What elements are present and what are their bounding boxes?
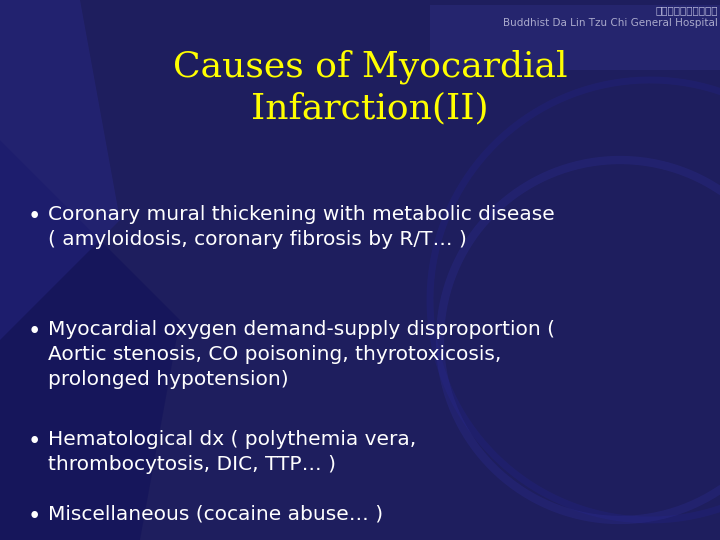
Polygon shape bbox=[0, 0, 120, 340]
Polygon shape bbox=[0, 140, 180, 540]
Text: •: • bbox=[28, 320, 41, 343]
Text: Myocardial oxygen demand-supply disproportion (
Aortic stenosis, CO poisoning, t: Myocardial oxygen demand-supply dispropo… bbox=[48, 320, 555, 389]
Text: •: • bbox=[28, 505, 41, 528]
FancyBboxPatch shape bbox=[430, 5, 720, 70]
Text: Buddhist Da Lin Tzu Chi General Hospital: Buddhist Da Lin Tzu Chi General Hospital bbox=[503, 18, 718, 28]
Text: 佛教大林慈濟綜合醫院: 佛教大林慈濟綜合醫院 bbox=[655, 5, 718, 15]
Text: Coronary mural thickening with metabolic disease
( amyloidosis, coronary fibrosi: Coronary mural thickening with metabolic… bbox=[48, 205, 554, 249]
Text: Miscellaneous (cocaine abuse… ): Miscellaneous (cocaine abuse… ) bbox=[48, 505, 383, 524]
Text: Hematological dx ( polythemia vera,
thrombocytosis, DIC, TTP… ): Hematological dx ( polythemia vera, thro… bbox=[48, 430, 416, 474]
Text: •: • bbox=[28, 430, 41, 453]
Text: Causes of Myocardial
Infarction(II): Causes of Myocardial Infarction(II) bbox=[173, 50, 567, 125]
Text: •: • bbox=[28, 205, 41, 228]
